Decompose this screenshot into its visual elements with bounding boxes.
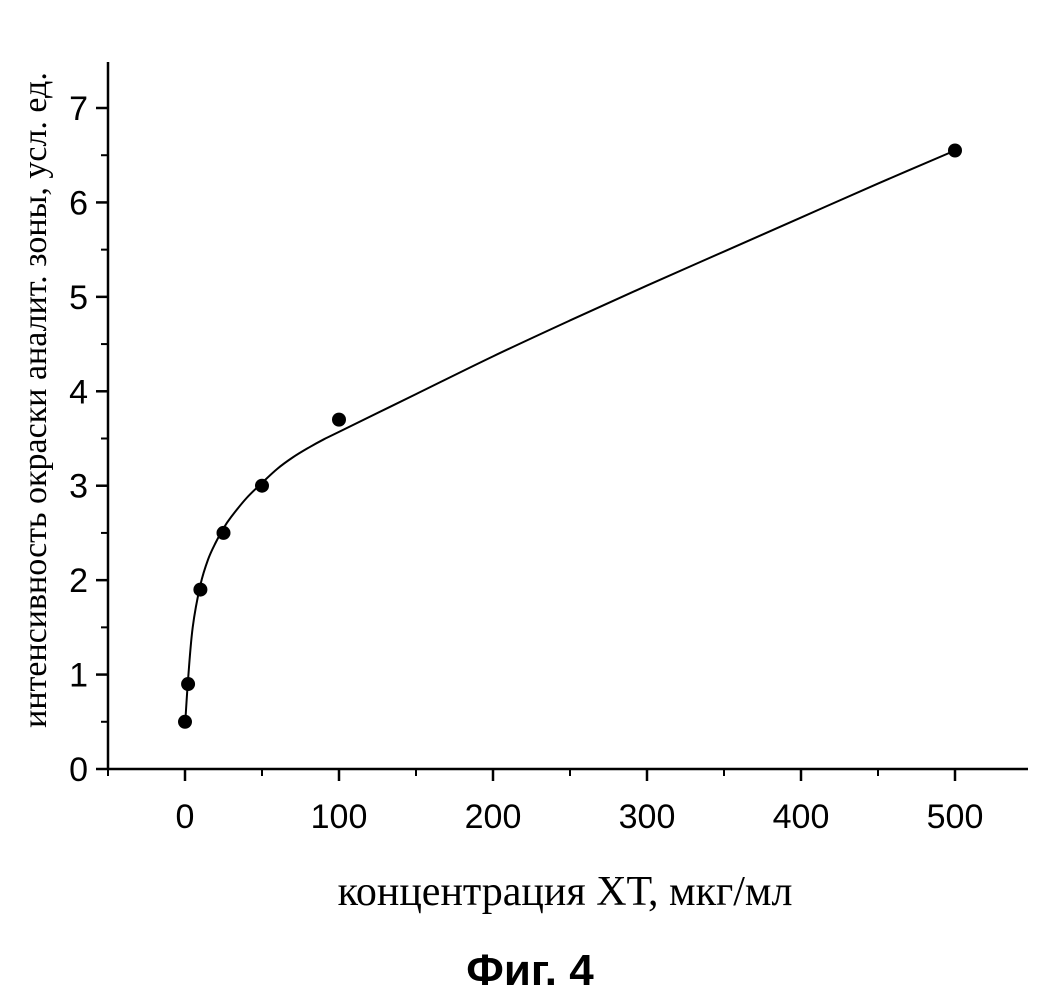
y-axis-label: интенсивность окраски аналит. зоны, усл.… [17, 72, 54, 728]
x-tick-label: 100 [311, 798, 368, 836]
fit-curve [185, 150, 955, 726]
data-point [948, 143, 962, 157]
data-point [217, 526, 231, 540]
x-axis-label: концентрация ХТ, мкг/мл [338, 869, 793, 915]
data-point [193, 583, 207, 597]
y-ticks: 0 1 2 3 4 5 6 7 [69, 90, 108, 789]
y-tick-label: 2 [69, 562, 88, 600]
y-tick-label: 6 [69, 184, 88, 222]
axes [108, 62, 1028, 769]
y-tick-label: 3 [69, 468, 88, 506]
y-tick-label: 4 [69, 373, 88, 411]
x-tick-label: 0 [176, 798, 195, 836]
y-tick-label: 0 [69, 751, 88, 789]
data-points [178, 143, 962, 728]
y-tick-label: 5 [69, 279, 88, 317]
y-tick-label: 7 [69, 90, 88, 128]
x-tick-label: 500 [927, 798, 984, 836]
data-point [332, 413, 346, 427]
y-tick-label: 1 [69, 657, 88, 695]
x-tick-label: 400 [773, 798, 830, 836]
x-tick-label: 200 [465, 798, 522, 836]
x-ticks: 0 100 200 300 400 500 [108, 769, 983, 836]
figure-caption: Фиг. 4 [466, 946, 594, 994]
data-point [181, 677, 195, 691]
data-point [255, 479, 269, 493]
data-point [178, 715, 192, 729]
x-tick-label: 300 [619, 798, 676, 836]
